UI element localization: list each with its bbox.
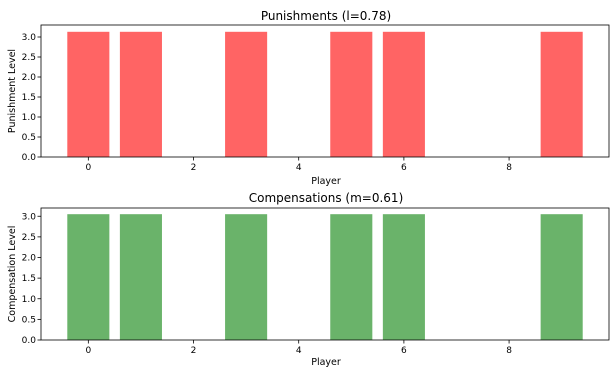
chart-title: Compensations (m=0.61)	[249, 191, 404, 205]
bar	[382, 214, 425, 340]
y-tick-label: 1.0	[22, 113, 37, 123]
x-axis-label: Player	[311, 176, 341, 187]
punishments-chart: Punishments (l=0.78) 0.0 0.5 1.0 1.5 2.0 2.5 3…	[7, 9, 610, 187]
y-axis-label: Compensation Level	[7, 226, 18, 323]
bar	[67, 214, 110, 340]
x-tick-label: 2	[191, 346, 197, 356]
y-axis-label: Punishment Level	[7, 49, 18, 133]
x-axis-label: Player	[311, 357, 341, 367]
bar	[382, 31, 425, 157]
x-tick-label: 0	[85, 163, 91, 173]
y-tick-label: 1.5	[22, 274, 36, 284]
bars	[67, 214, 583, 340]
x-tick-label: 4	[296, 346, 302, 356]
y-tick-label: 3.0	[22, 33, 37, 43]
bar	[119, 31, 162, 157]
bars	[67, 31, 583, 157]
y-ticks: 0.0 0.5 1.0 1.5 2.0 2.5 3.0	[22, 33, 41, 163]
bar	[225, 31, 268, 157]
y-tick-label: 2.5	[22, 233, 36, 243]
x-tick-label: 6	[401, 163, 407, 173]
x-ticks: 0 2 4 6 8	[85, 340, 512, 356]
bar	[330, 214, 373, 340]
y-tick-label: 2.0	[22, 73, 37, 83]
y-tick-label: 0.0	[22, 336, 37, 346]
y-tick-label: 0.5	[22, 133, 36, 143]
chart-title: Punishments (l=0.78)	[261, 9, 391, 23]
compensations-chart: Compensations (m=0.61) 0.0 0.5 1.0 1.5 2.0 2.…	[7, 191, 610, 367]
x-tick-label: 0	[85, 346, 91, 356]
y-tick-label: 0.5	[22, 315, 36, 325]
y-ticks: 0.0 0.5 1.0 1.5 2.0 2.5 3.0	[22, 212, 41, 346]
bar	[540, 214, 583, 340]
x-tick-label: 8	[506, 346, 512, 356]
plot-frame	[40, 24, 610, 158]
y-tick-label: 3.0	[22, 212, 37, 222]
y-tick-label: 2.0	[22, 254, 37, 264]
plot-frame	[40, 207, 610, 341]
bar	[225, 214, 268, 340]
bar	[540, 31, 583, 157]
y-tick-label: 1.5	[22, 93, 36, 103]
bar	[67, 31, 110, 157]
x-tick-label: 8	[506, 163, 512, 173]
bar	[119, 214, 162, 340]
x-tick-label: 2	[191, 163, 197, 173]
x-tick-label: 4	[296, 163, 302, 173]
y-tick-label: 1.0	[22, 295, 37, 305]
y-tick-label: 2.5	[22, 53, 36, 63]
x-tick-label: 6	[401, 346, 407, 356]
y-tick-label: 0.0	[22, 153, 37, 163]
bar	[330, 31, 373, 157]
x-ticks: 0 2 4 6 8	[85, 157, 512, 173]
